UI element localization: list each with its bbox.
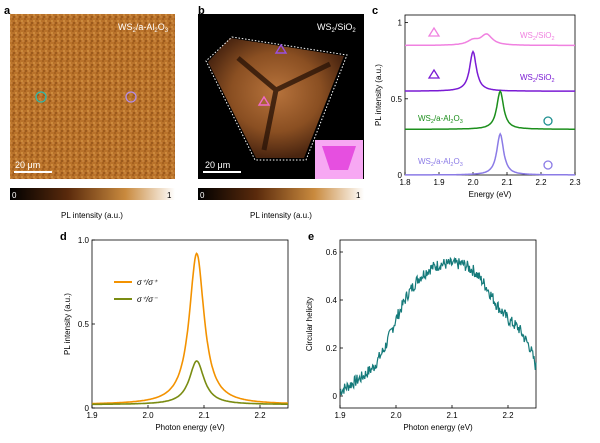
- flake-ridges: [236, 56, 332, 151]
- circle-marker: [543, 160, 553, 170]
- panel-b: b WS2/SiO2 20 μm 0 1 PL intensity (a.u.): [198, 5, 364, 220]
- scalebar-label: 20 μm: [205, 160, 230, 170]
- x-tick-label: 1.9: [334, 411, 346, 420]
- series-label: WS2/SiO2: [520, 31, 555, 42]
- panel-letter: e: [308, 231, 314, 243]
- series-label: WS2/SiO2: [520, 73, 555, 84]
- y-tick-label: 0.2: [326, 344, 338, 353]
- chart-e: 1.9 2.0 2.1 2.2 0 0.2 0.4 0.6 Photon energy (eV)…: [305, 239, 537, 432]
- colorbar-max: 1: [356, 191, 361, 200]
- triangle-marker: [274, 43, 288, 54]
- circle-marker: [543, 116, 553, 126]
- series-label: WS2/a-Al2O3: [418, 114, 463, 125]
- y-tick-label: 1.0: [78, 236, 90, 245]
- y-tick-label: 0.6: [326, 248, 338, 257]
- x-tick-label: 2.0: [142, 411, 154, 420]
- x-tick-label: 1.9: [86, 411, 98, 420]
- x-tick-label: 2.1: [501, 178, 513, 187]
- y-tick-label: 0.5: [78, 320, 90, 329]
- x-tick-label: 1.9: [433, 178, 445, 187]
- series-label: WS2/a-Al2O3: [418, 157, 463, 168]
- series-line: [405, 89, 575, 130]
- x-axis-label: Photon energy (eV): [403, 423, 473, 432]
- x-tick-label: 2.0: [390, 411, 402, 420]
- panel-letter: a: [4, 5, 11, 17]
- y-tick-label: 0: [85, 404, 90, 413]
- inset-flake: [322, 146, 356, 170]
- triangle-marker: [427, 26, 441, 37]
- panel-title: WS2/a-Al2O3: [118, 22, 169, 34]
- legend-label: σ⁺/σ⁺: [137, 278, 158, 287]
- y-tick-label: 0.5: [391, 95, 403, 104]
- panel-letter: d: [60, 231, 67, 243]
- axes-frame: [404, 14, 576, 176]
- colorbar: [10, 188, 175, 200]
- panel-letter: b: [198, 5, 205, 17]
- colorbar-max: 1: [167, 191, 172, 200]
- colorbar-label: PL intensity (a.u.): [250, 211, 312, 220]
- circle-marker: [125, 91, 137, 103]
- circle-marker: [35, 91, 47, 103]
- colorbar-label: PL intensity (a.u.): [61, 211, 123, 220]
- x-tick-label: 2.2: [535, 178, 547, 187]
- series-line: [92, 252, 288, 405]
- series-line: [405, 50, 575, 92]
- y-tick-label: 0.4: [326, 296, 338, 305]
- y-axis-label: PL intensity (a.u.): [63, 293, 72, 355]
- x-tick-label: 2.1: [446, 411, 458, 420]
- x-tick-label: 2.2: [254, 411, 266, 420]
- y-tick-label: 1: [398, 19, 403, 28]
- panel-d: d 1.9 2.0 2.1 2.2 0 0.5 1.0 Photon energy (eV) P…: [60, 231, 289, 432]
- y-axis-label: PL intensity (a.u.): [374, 64, 383, 126]
- x-tick-label: 1.8: [399, 178, 411, 187]
- x-tick-label: 2.3: [569, 178, 581, 187]
- triangle-marker: [427, 68, 441, 79]
- series-line: [405, 132, 575, 176]
- panel-a: a WS2/a-Al2O3 20 μm 0 1 PL intensity (a.…: [4, 5, 175, 220]
- x-axis-label: Photon energy (eV): [155, 423, 225, 432]
- y-tick-label: 0: [333, 392, 338, 401]
- flake-outline: [205, 36, 348, 161]
- panel-letter: c: [372, 5, 378, 17]
- axes-frame: [91, 239, 289, 409]
- series-line: [405, 33, 575, 47]
- series-line: [92, 360, 288, 406]
- chart-d: 1.9 2.0 2.1 2.2 0 0.5 1.0 Photon energy (eV) PL …: [63, 236, 289, 432]
- scalebar-label: 20 μm: [15, 160, 40, 170]
- x-tick-label: 2.1: [198, 411, 210, 420]
- x-tick-label: 2.2: [502, 411, 514, 420]
- colorbar-min: 0: [12, 191, 17, 200]
- axes-frame: [339, 239, 537, 409]
- legend-label: σ⁺/σ⁻: [137, 295, 158, 304]
- x-axis-label: Energy (eV): [469, 190, 512, 199]
- series-line: [339, 256, 537, 396]
- x-tick-label: 2.0: [467, 178, 479, 187]
- triangle-marker: [257, 95, 271, 106]
- colorbar-min: 0: [200, 191, 205, 200]
- pl-map-image: [10, 14, 175, 179]
- panel-e: e 1.9 2.0 2.1 2.2 0 0.2 0.4 0.6 Photon energy (e…: [305, 231, 537, 432]
- panel-c: c 1.8 1.9 2.0 2.1 2.2 2.3 0 0.5 1 Energy (eV) PL i…: [372, 5, 581, 199]
- panel-title: WS2/SiO2: [317, 22, 356, 34]
- y-tick-label: 0: [398, 171, 403, 180]
- chart-c: 1.8 1.9 2.0 2.1 2.2 2.3 0 0.5 1 Energy (eV) PL int…: [374, 14, 581, 199]
- colorbar: [198, 188, 364, 200]
- y-axis-label: Circular helicity: [305, 297, 314, 351]
